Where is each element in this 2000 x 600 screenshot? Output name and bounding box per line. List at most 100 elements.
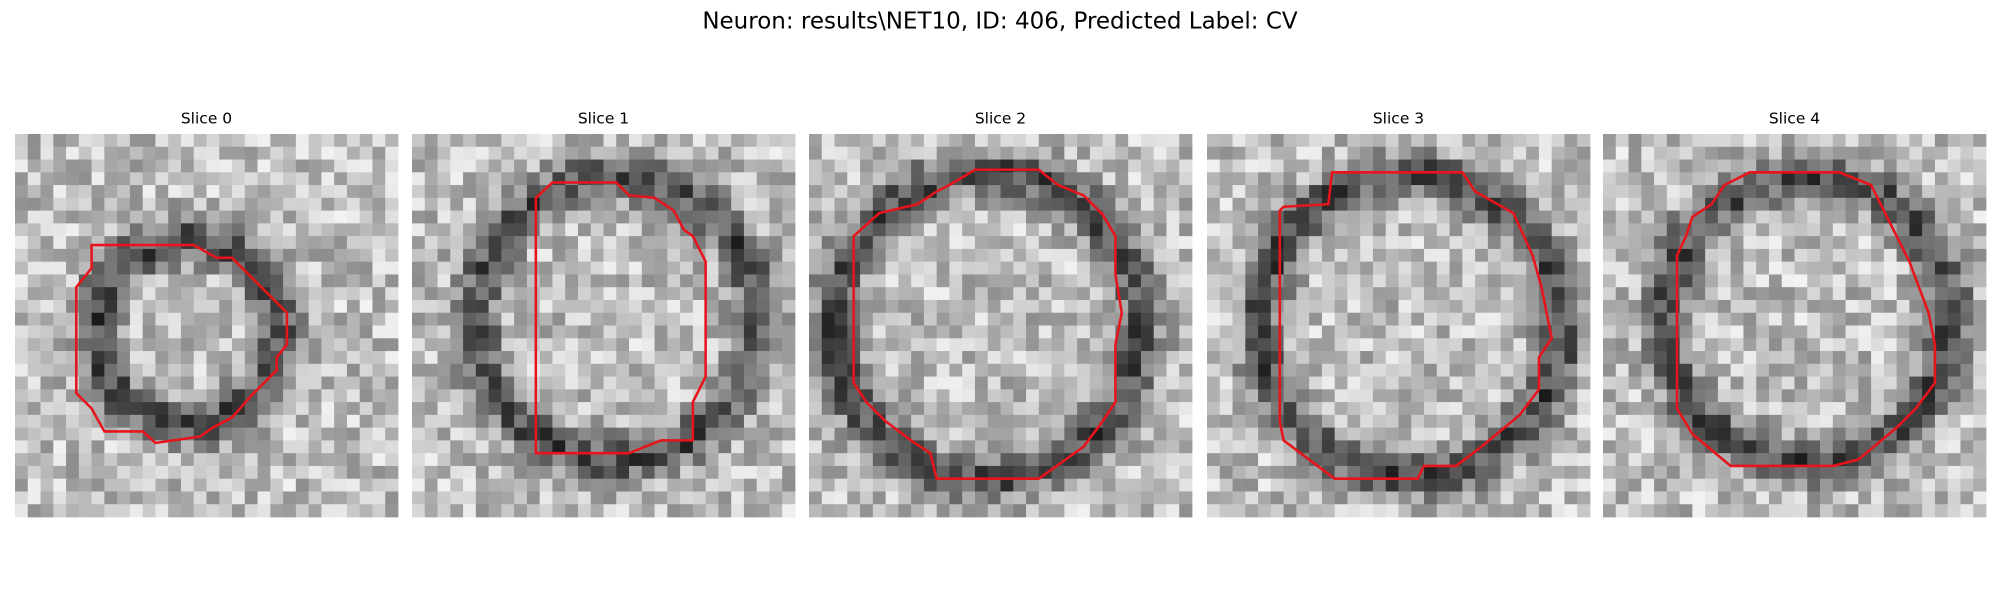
pixel: [1309, 223, 1323, 237]
pixel: [308, 299, 322, 314]
pixel: [244, 504, 258, 518]
pixel: [1820, 465, 1834, 480]
pixel: [1743, 172, 1757, 186]
pixel: [385, 312, 399, 326]
pixel: [78, 287, 92, 301]
pixel: [475, 248, 489, 263]
pixel: [1372, 478, 1387, 492]
pixel: [1628, 465, 1642, 480]
pixel: [1871, 312, 1885, 326]
pixel: [1207, 248, 1221, 263]
pixel: [346, 491, 361, 505]
pixel: [1360, 299, 1374, 314]
pixel: [1309, 325, 1323, 339]
pixel: [1666, 134, 1680, 148]
pixel: [142, 363, 156, 377]
pixel: [1807, 299, 1821, 314]
pixel: [168, 146, 182, 160]
pixel: [692, 299, 707, 314]
pixel: [1179, 146, 1193, 160]
pixel: [936, 504, 950, 518]
pixel: [91, 491, 105, 505]
pixel: [283, 440, 297, 454]
pixel: [117, 172, 131, 186]
pixel: [1385, 414, 1399, 429]
pixel: [1717, 478, 1732, 492]
pixel: [1883, 414, 1898, 429]
pixel: [346, 312, 361, 326]
pixel: [923, 491, 938, 505]
pixel: [1603, 389, 1617, 403]
pixel: [1603, 376, 1617, 390]
pixel: [117, 440, 131, 454]
pixel: [1089, 376, 1104, 390]
pixel: [412, 236, 426, 250]
pixel: [1832, 363, 1846, 377]
pixel: [1309, 134, 1323, 148]
pixel: [847, 402, 861, 416]
pixel: [219, 274, 233, 288]
pixel: [450, 427, 464, 441]
pixel: [603, 223, 617, 237]
pixel: [769, 325, 783, 339]
pixel: [629, 414, 643, 429]
pixel: [1166, 236, 1180, 250]
pixel: [1896, 351, 1910, 365]
pixel: [1679, 453, 1693, 467]
pixel: [1768, 453, 1783, 467]
pixel: [718, 440, 732, 454]
pixel: [1756, 146, 1770, 160]
pixel: [705, 159, 719, 173]
pixel: [40, 325, 54, 339]
slice-panel: [15, 134, 399, 518]
pixel: [1960, 197, 1974, 211]
pixel: [346, 389, 361, 403]
pixel: [257, 363, 271, 377]
pixel: [334, 478, 348, 492]
pixel: [1347, 491, 1361, 505]
pixel: [782, 312, 796, 326]
pixel: [1628, 427, 1642, 441]
pixel: [834, 146, 848, 160]
pixel: [1166, 376, 1180, 390]
pixel: [180, 134, 195, 148]
pixel: [1360, 248, 1374, 263]
pixel: [232, 491, 246, 505]
pixel: [232, 261, 246, 275]
pixel: [180, 223, 195, 237]
pixel: [1743, 465, 1757, 480]
pixel: [1807, 478, 1821, 492]
pixel: [206, 159, 220, 173]
pixel: [1232, 134, 1246, 148]
pixel: [206, 197, 220, 211]
pixel: [1641, 159, 1655, 173]
pixel: [1692, 312, 1706, 326]
pixel: [1743, 312, 1757, 326]
pixel: [1909, 453, 1923, 467]
pixel: [359, 363, 373, 377]
pixel: [1603, 287, 1617, 301]
pixel: [974, 185, 989, 199]
pixel: [641, 134, 655, 148]
pixel: [1051, 414, 1065, 429]
pixel: [1679, 172, 1693, 186]
pixel: [1321, 134, 1336, 148]
pixel: [539, 172, 553, 186]
pixel: [1615, 402, 1629, 416]
pixel: [117, 402, 131, 416]
pixel: [1128, 134, 1142, 148]
pixel: [1089, 491, 1104, 505]
pixel: [949, 402, 963, 416]
pixel: [372, 223, 386, 237]
pixel: [1705, 440, 1719, 454]
pixel: [629, 338, 643, 352]
pixel: [129, 478, 144, 492]
pixel: [1245, 427, 1259, 441]
pixel: [1128, 210, 1142, 224]
pixel: [295, 172, 310, 186]
pixel: [117, 210, 131, 224]
pixel: [1321, 287, 1336, 301]
pixel: [565, 338, 579, 352]
pixel: [577, 274, 592, 288]
